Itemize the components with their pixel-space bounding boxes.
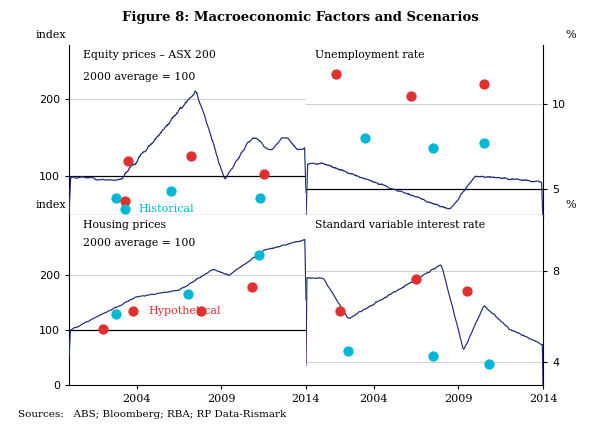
Text: Sources:   ABS; Bloomberg; RBA; RP Data-Rismark: Sources: ABS; Bloomberg; RBA; RP Data-Ri… (18, 410, 286, 419)
Text: 2000 average = 100: 2000 average = 100 (83, 72, 196, 82)
Point (196, 307, 206, 314)
Text: Housing prices: Housing prices (83, 220, 166, 230)
Point (256, 194, 265, 201)
Point (120, 198, 130, 205)
Text: Unemployment rate: Unemployment rate (316, 50, 425, 60)
Text: Historical: Historical (139, 204, 194, 214)
Text: index: index (36, 29, 67, 40)
Text: %: % (566, 199, 576, 210)
Point (124, 157, 133, 164)
Text: Equity prices – ASX 200: Equity prices – ASX 200 (83, 50, 216, 60)
Point (428, 145, 438, 152)
Text: Standard variable interest rate: Standard variable interest rate (316, 220, 485, 230)
Text: Hypothetical: Hypothetical (149, 306, 221, 316)
Point (462, 287, 472, 294)
Point (112, 194, 121, 201)
Point (479, 80, 488, 87)
Text: Figure 8: Macroeconomic Factors and Scenarios: Figure 8: Macroeconomic Factors and Scen… (122, 11, 478, 24)
Point (247, 283, 257, 290)
Point (254, 251, 263, 258)
Point (332, 70, 341, 77)
Point (484, 361, 494, 368)
Point (259, 171, 268, 178)
Point (112, 311, 121, 318)
Point (98, 325, 107, 332)
Point (479, 140, 488, 147)
Point (406, 92, 416, 99)
Point (335, 308, 344, 314)
Point (120, 206, 130, 212)
Point (186, 153, 196, 159)
Point (166, 188, 175, 195)
Point (344, 347, 353, 354)
Point (411, 276, 421, 283)
Text: index: index (36, 199, 67, 210)
Text: %: % (566, 29, 576, 40)
Point (428, 353, 438, 360)
Point (361, 135, 370, 142)
Text: 2000 average = 100: 2000 average = 100 (83, 238, 196, 249)
Point (128, 307, 138, 314)
Point (182, 291, 192, 298)
